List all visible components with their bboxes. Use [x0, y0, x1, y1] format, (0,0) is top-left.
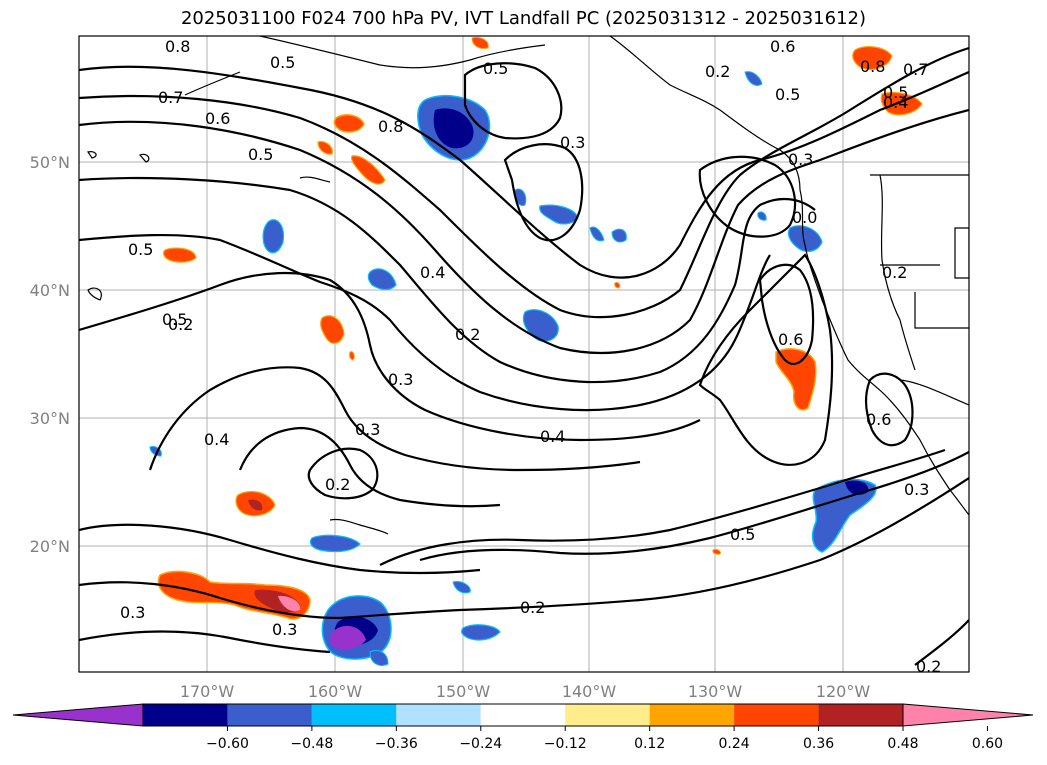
lat-label: 30°N — [30, 409, 70, 428]
lon-label: 150°W — [436, 682, 491, 701]
lon-label: 130°W — [688, 682, 743, 701]
longitude-labels: 170°W 160°W 150°W 140°W 130°W 120°W — [180, 682, 871, 701]
contour-label: 0.2 — [705, 62, 730, 81]
colorbar-swatch — [143, 704, 228, 726]
map-title: 2025031100 F024 700 hPa PV, IVT Landfall… — [180, 8, 867, 29]
contour-label: 0.6 — [866, 410, 891, 429]
contour-label: 0.8 — [860, 57, 885, 76]
colorbar-swatch — [565, 704, 650, 726]
contour-label: 0.5 — [883, 83, 908, 102]
contour-label: 0.3 — [788, 150, 813, 169]
colorbar-tick-label: 0.36 — [803, 736, 834, 752]
ivt-anomaly-fills — [149, 37, 923, 666]
contour-label: 0.8 — [165, 37, 190, 56]
contour-label: 0.2 — [325, 475, 350, 494]
lon-label: 160°W — [308, 682, 363, 701]
lon-label: 170°W — [180, 682, 235, 701]
contour-label: 0.6 — [205, 109, 230, 128]
latitude-labels: 50°N 40°N 30°N 20°N — [30, 153, 70, 556]
map-frame — [78, 35, 970, 673]
contour-label: 0.2 — [520, 598, 545, 617]
pv-contours — [79, 46, 969, 666]
colorbar-border — [142, 703, 904, 727]
contour-label: 0.3 — [560, 133, 585, 152]
colorbar-tick-label: −0.12 — [544, 736, 587, 752]
contour-label: 0.5 — [270, 53, 295, 72]
contour-label: 0.4 — [420, 263, 445, 282]
colorbar-swatch — [396, 704, 481, 726]
lat-label: 50°N — [30, 153, 70, 172]
contour-label: 0.5 — [162, 310, 187, 329]
map-contents: 0.8 0.5 0.7 0.6 0.5 0.8 0.5 0.3 0.2 0.5 … — [79, 36, 969, 676]
contour-label: 0.4 — [204, 430, 229, 449]
contour-label: 0.2 — [455, 325, 480, 344]
contour-label: 0.7 — [903, 60, 928, 79]
contour-label: 0.5 — [248, 145, 273, 164]
lat-label: 20°N — [30, 537, 70, 556]
colorbar-extend-max — [902, 703, 1034, 727]
lon-label: 120°W — [816, 682, 871, 701]
colorbar-tick-label: −0.48 — [290, 736, 333, 752]
colorbar-tick-label: 0.60 — [972, 736, 1003, 752]
colorbar-swatch — [311, 704, 397, 726]
lon-label: 140°W — [562, 682, 617, 701]
contour-label: 0.6 — [770, 37, 795, 56]
contour-label: 0.3 — [904, 480, 929, 499]
colorbar-tick-label: −0.60 — [206, 736, 249, 752]
colorbar-swatch — [649, 704, 735, 726]
colorbar-tick-label: −0.36 — [375, 736, 418, 752]
contour-label: 0.2 — [882, 263, 907, 282]
contour-label: 0.3 — [272, 620, 297, 639]
contour-labels: 0.8 0.5 0.7 0.6 0.5 0.8 0.5 0.3 0.2 0.5 … — [120, 37, 941, 676]
contour-label: 0.5 — [730, 525, 755, 544]
contour-label: 0.2 — [168, 315, 193, 334]
contour-label: 0.8 — [378, 117, 403, 136]
colorbar-tick-label: 0.48 — [887, 736, 918, 752]
contour-label: 0.5 — [128, 240, 153, 259]
contour-label: 0.5 — [483, 59, 508, 78]
contour-label: 0.5 — [775, 85, 800, 104]
contour-label: 0.4 — [540, 427, 565, 446]
colorbar-extend-min — [12, 703, 144, 727]
contour-label: 0.0 — [792, 208, 817, 227]
contour-label: 0.3 — [355, 420, 380, 439]
contour-label: 0.6 — [778, 330, 803, 349]
colorbar-tick-label: 0.12 — [634, 736, 665, 752]
contour-label: 0.3 — [120, 603, 145, 622]
colorbar-tick-label: −0.24 — [459, 736, 502, 752]
colorbar-swatch — [818, 704, 903, 726]
contour-label: 0.4 — [883, 93, 908, 112]
colorbar-tick-label: 0.24 — [719, 736, 750, 752]
colorbar-swatch — [734, 704, 819, 726]
contour-label: 0.3 — [388, 370, 413, 389]
contour-label: 0.7 — [158, 88, 183, 107]
colorbar-swatch — [480, 704, 566, 726]
colorbar-swatch — [227, 704, 312, 726]
lat-label: 40°N — [30, 281, 70, 300]
contour-label: 0.2 — [916, 657, 941, 676]
map-panel — [79, 36, 969, 672]
colorbar: −0.60 −0.48 −0.36 −0.24 −0.12 0.12 0.24 0.36 0.4… — [12, 703, 1034, 752]
